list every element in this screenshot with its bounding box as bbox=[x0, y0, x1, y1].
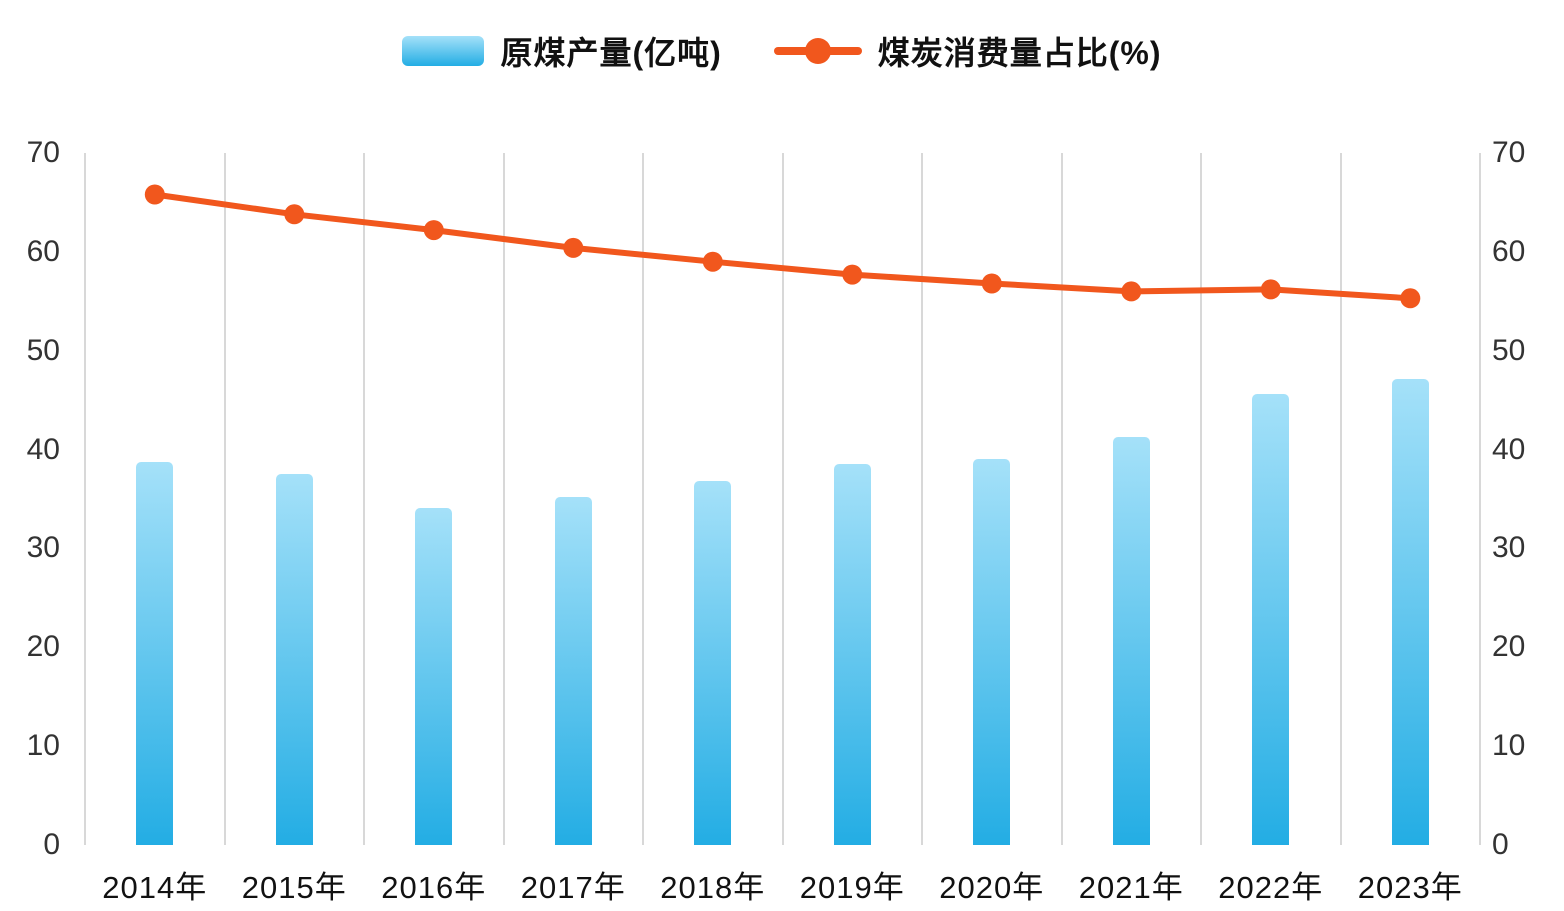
line-series-swatch-icon bbox=[773, 38, 862, 64]
line-path bbox=[151, 191, 1414, 302]
x-tick-label: 2016年 bbox=[381, 870, 487, 905]
gridline bbox=[1479, 153, 1481, 845]
gridline bbox=[1200, 153, 1202, 845]
bar bbox=[1112, 436, 1150, 845]
y-tick-label: 30 bbox=[26, 531, 60, 565]
line-marker bbox=[423, 220, 444, 241]
line-marker bbox=[702, 251, 723, 272]
y-tick-label: 60 bbox=[26, 234, 60, 268]
gridline bbox=[1060, 153, 1063, 845]
x-tick-label: 2022年 bbox=[1218, 870, 1324, 905]
x-tick-label: 2023年 bbox=[1357, 870, 1463, 905]
y-tick-label: 70 bbox=[1492, 136, 1526, 169]
bar bbox=[833, 464, 871, 845]
line-marker bbox=[1121, 281, 1142, 302]
x-tick-label: 2019年 bbox=[799, 870, 905, 905]
gridline bbox=[781, 153, 784, 845]
gridline bbox=[642, 153, 644, 845]
bar bbox=[275, 474, 313, 845]
x-tick-label: 2018年 bbox=[660, 870, 766, 905]
y-tick-label: 50 bbox=[1492, 333, 1526, 367]
bar bbox=[1252, 394, 1290, 845]
gridline bbox=[223, 153, 226, 845]
x-axis: 2014年 2015年 2016年 2017年 2018年 2019年 2020年 2021年… bbox=[85, 862, 1480, 905]
x-tick-label: 2021年 bbox=[1078, 870, 1184, 905]
x-tick-label: 2015年 bbox=[241, 870, 347, 905]
line-series-label: 煤炭消费量占比(%) bbox=[877, 35, 1162, 71]
line-series-dot-icon bbox=[804, 38, 831, 64]
gridline bbox=[921, 153, 923, 845]
gridline bbox=[502, 153, 505, 845]
bar bbox=[1391, 379, 1429, 845]
bar bbox=[554, 497, 592, 845]
bar bbox=[973, 459, 1011, 845]
line-marker bbox=[144, 184, 165, 205]
gridline bbox=[363, 153, 365, 845]
x-tick-label: 2014年 bbox=[102, 870, 208, 905]
y-axis-left: 0 10 20 30 40 50 60 70 bbox=[0, 138, 60, 860]
bar-series-label: 原煤产量(亿吨) bbox=[500, 35, 722, 71]
gridline bbox=[1339, 153, 1342, 845]
line-marker bbox=[284, 204, 305, 225]
y-tick-label: 0 bbox=[43, 828, 60, 861]
y-tick-label: 70 bbox=[26, 136, 60, 169]
y-tick-label: 60 bbox=[1492, 234, 1526, 268]
y-tick-label: 20 bbox=[1492, 630, 1526, 664]
line-marker bbox=[981, 273, 1002, 294]
y-tick-label: 50 bbox=[26, 333, 60, 367]
y-tick-label: 0 bbox=[1492, 828, 1509, 861]
y-axis-right: 0 10 20 30 40 50 60 70 bbox=[1492, 138, 1562, 860]
line-series bbox=[144, 184, 1421, 309]
line-marker bbox=[1400, 288, 1421, 309]
gridline bbox=[84, 153, 86, 845]
bar bbox=[694, 481, 732, 845]
y-tick-label: 30 bbox=[1492, 531, 1526, 565]
y-tick-label: 10 bbox=[1492, 729, 1526, 763]
bar bbox=[136, 462, 174, 845]
x-tick-label: 2017年 bbox=[520, 870, 626, 905]
line-marker bbox=[842, 264, 863, 285]
y-tick-label: 20 bbox=[26, 630, 60, 664]
y-tick-label: 40 bbox=[26, 432, 60, 466]
plot-area bbox=[84, 153, 1481, 845]
bar bbox=[415, 507, 453, 845]
x-tick-label: 2020年 bbox=[939, 870, 1045, 905]
line-marker bbox=[1260, 279, 1281, 300]
legend-item-line-series: 煤炭消费量占比(%) bbox=[773, 28, 1162, 74]
y-tick-label: 10 bbox=[26, 729, 60, 763]
legend: 原煤产量(亿吨) 煤炭消费量占比(%) bbox=[0, 28, 1564, 74]
line-marker bbox=[563, 237, 584, 258]
y-tick-label: 40 bbox=[1492, 432, 1526, 466]
legend-item-bar-series: 原煤产量(亿吨) bbox=[402, 28, 721, 74]
bar-series-swatch-icon bbox=[402, 36, 485, 66]
